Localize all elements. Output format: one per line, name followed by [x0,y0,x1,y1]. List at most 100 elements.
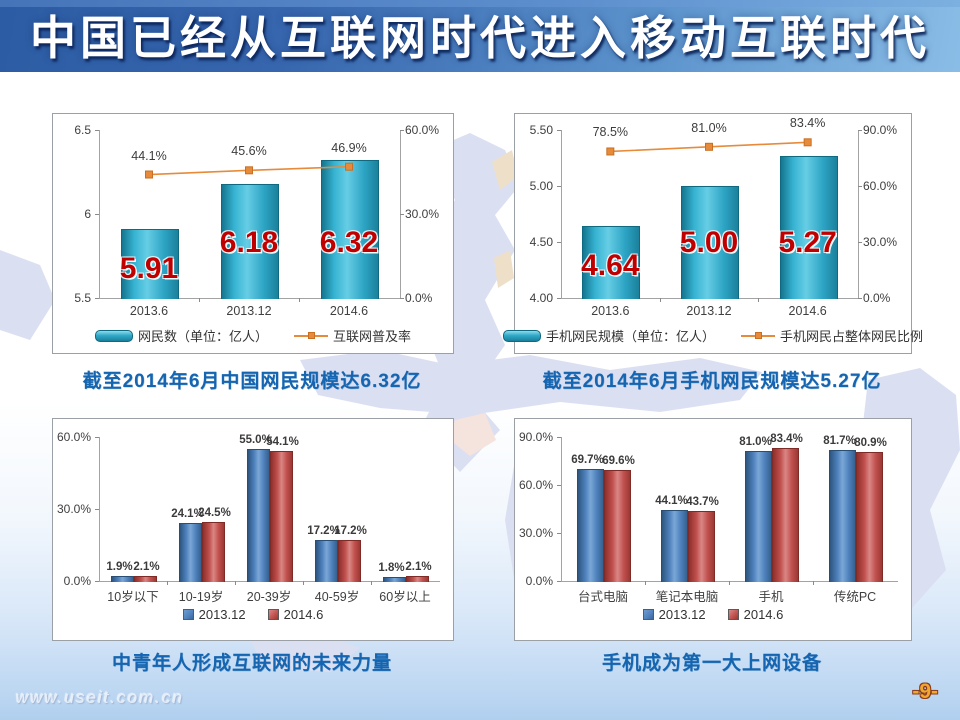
category-label: 60岁以上 [379,590,431,604]
legend-line-swatch [294,331,328,340]
bar-data-label: 83.4% [770,432,803,445]
axis-tick-label: 30.0% [863,235,898,249]
axis-tick-mark [557,437,561,438]
bar-data-label: 24.5% [198,507,231,520]
category-label: 2013.12 [226,304,272,318]
axis-tick-label: 4.00 [529,291,553,305]
watermark-url: www.useit.com.cn [16,688,185,707]
line-marker [803,138,812,147]
axis-tick-label: 30.0% [518,526,553,540]
legend-item-bar: 手机网民规模（单位：亿人） [502,326,715,345]
bar-data-label: 44.1% [655,495,688,508]
bar-2013.12-10-19岁 [179,523,202,582]
legend: 手机网民规模（单位：亿人） 手机网民占整体网民比例 [502,326,923,345]
bar-2014.6-手机 [772,447,799,582]
axis-tick-label: 0.0% [63,574,91,588]
axis-separator [758,298,760,302]
bar-data-label: 55.0% [239,434,272,446]
axis-tick-mark [858,242,862,243]
category-label: 10-19岁 [178,590,224,604]
line-marker [145,170,153,179]
axis-tick-label: 5.5 [74,291,91,305]
axis-tick-label: 60.0% [863,179,898,193]
axis-tick-label: 0.0% [525,574,553,588]
category-label: 2013.6 [129,304,169,318]
line-marker [705,142,713,151]
bar-data-label: 4.64 [581,249,640,283]
page-title: 中国已经从互联网时代进入移动互联时代 [30,12,930,64]
legend-swatch [267,609,279,620]
legend-label: 2013.12 [658,607,706,622]
bar-data-label: 43.7% [686,496,719,509]
bar-data-label: 81.7% [823,435,856,448]
bar-2013.6 [121,229,179,299]
axis-separator [659,298,661,302]
axis-separator [235,581,236,585]
bar-data-label: 24.1% [171,508,204,521]
chart-panel-internet-users: 6.5 6 5.5 60.0% 30.0% 0.0% 5.91 6.18 6.32 44.1% 45… [52,113,454,354]
legend-item-2013.12: 2013.12 [642,607,706,622]
bar-data-label: 6.32 [319,226,379,259]
bar-data-label: 81.0% [739,436,772,449]
bar-2013.12-10岁以下 [111,576,134,582]
caption-age-structure: 中青年人形成互联网的未来力量 [111,653,392,674]
trend-line [145,162,353,179]
bar-data-label: 5.27 [778,226,837,259]
axis-tick-mark [858,298,862,299]
axis-tick-label: 90.0% [863,123,898,137]
line-data-label: 81.0% [691,120,727,135]
axis-tick-label: 90.0% [518,430,553,444]
legend-item-2014.6: 2014.6 [267,607,323,622]
axis-tick-mark [557,186,561,187]
axis-separator [167,581,168,585]
legend: 网民数（单位：亿人） 互联网普及率 [53,326,453,345]
axis-tick-label: 0.0% [863,291,891,305]
line-marker [245,166,253,175]
legend-item-bar: 网民数（单位：亿人） [94,326,268,345]
axis-tick-label: 5.00 [529,179,553,193]
trend-line [606,138,812,156]
bar-2013.12-传统PC [829,450,856,582]
axis-tick-mark [557,130,561,131]
category-label: 10岁以下 [107,590,159,604]
bar-2013.12-60岁以上 [383,576,406,582]
title-banner: 中国已经从互联网时代进入移动互联时代 [0,0,960,72]
bar-2013.12-笔记本电脑 [661,510,688,582]
bar-2014.6-笔记本电脑 [688,511,715,582]
bar-data-label: 5.00 [679,226,739,259]
category-label: 笔记本电脑 [655,590,719,604]
axis-tick-mark [95,130,99,131]
bar-2014.6-台式电脑 [604,469,631,582]
bar-2013.12 [681,186,739,299]
bar-2013.12-20-39岁 [247,449,270,582]
bar-2014.6 [779,155,838,299]
legend-line-label: 互联网普及率 [333,329,412,344]
category-label: 40-59岁 [314,590,360,604]
line-marker [606,147,615,156]
line-data-label: 78.5% [592,125,629,140]
axis-separator [303,581,304,585]
axis-tick-label: 30.0% [56,502,91,516]
legend-item-2013.12: 2013.12 [182,607,246,622]
bar-2013.12 [221,183,279,299]
axis-tick-mark [858,186,862,187]
legend-swatch [182,609,194,620]
legend-item-2014.6: 2014.6 [727,607,783,622]
category-label: 2014.6 [329,304,369,318]
axis-tick-label: 30.0% [405,207,440,221]
legend-bar-label: 网民数（单位：亿人） [137,329,268,344]
bar-2013.12-台式电脑 [577,469,604,582]
axis-tick-mark [95,437,99,438]
axis-tick-mark [557,298,561,299]
category-label: 台式电脑 [577,590,628,604]
caption-internet-users: 截至2014年6月中国网民规模达6.32亿 [82,371,422,392]
axis-separator [199,298,200,302]
legend-swatch [727,609,739,620]
legend-bar-label: 手机网民规模（单位：亿人） [545,329,715,344]
bar-data-label: 69.7% [571,454,604,467]
bar-2014.6 [321,160,379,299]
line-marker [345,162,353,171]
bar-data-label: 1.8% [378,561,405,574]
bar-2013.6 [582,226,641,299]
